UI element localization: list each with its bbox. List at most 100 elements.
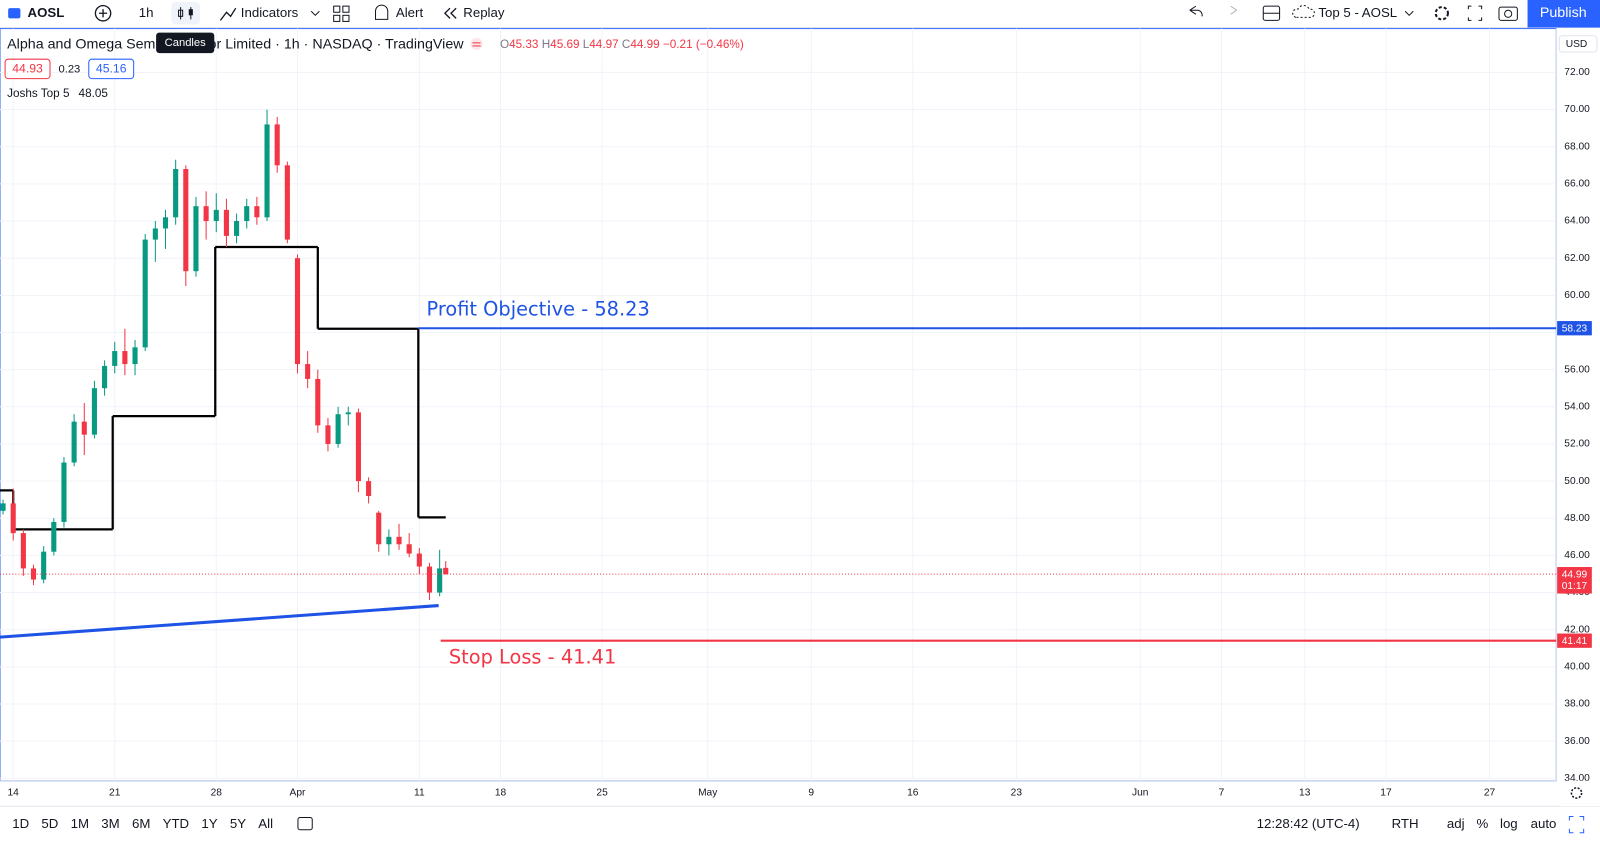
candle-body <box>203 206 209 222</box>
ohlc-value: 44.99 <box>630 38 659 51</box>
snapshot-icon <box>1504 9 1513 18</box>
session[interactable]: RTH <box>1392 816 1419 831</box>
compare-button[interactable] <box>94 4 112 22</box>
candle-body <box>142 239 148 348</box>
y-tick-label: 38.00 <box>1564 699 1590 710</box>
ohlc-value: 45.33 <box>509 38 538 51</box>
y-tick-label: 40.00 <box>1564 662 1590 673</box>
bid-box[interactable] <box>4 58 51 80</box>
level-label: Stop Loss - 41.41 <box>449 646 616 669</box>
last-price-label: 44.99 <box>1562 569 1588 580</box>
auto-scale-button[interactable] <box>1568 815 1585 834</box>
candle-body <box>315 378 321 426</box>
alert-button[interactable]: Alert <box>396 5 424 20</box>
goto-date-button[interactable] <box>297 816 313 831</box>
price-change: −0.21 (−0.46%) <box>663 38 744 51</box>
candle-body <box>443 567 449 575</box>
y-tick-label: 70.00 <box>1564 104 1590 115</box>
x-tick-label: 21 <box>109 788 121 799</box>
candle-body <box>284 165 290 240</box>
bid-price: 44.93 <box>12 62 43 76</box>
y-tick-label: 64.00 <box>1564 216 1590 227</box>
candle-body <box>244 206 250 222</box>
indicators-button[interactable]: Indicators <box>241 5 299 20</box>
candle-body <box>345 412 351 415</box>
templates-icon <box>342 5 350 13</box>
scale-option[interactable]: log <box>1500 816 1518 831</box>
y-tick-label: 48.00 <box>1564 513 1590 524</box>
templates-icon[interactable] <box>333 5 341 13</box>
y-tick-label: 50.00 <box>1564 476 1590 487</box>
ohlc-value: 44.97 <box>589 38 618 51</box>
scale-option[interactable]: % <box>1477 816 1489 831</box>
redo-button[interactable] <box>1230 5 1238 15</box>
range-button[interactable]: All <box>258 816 273 831</box>
candle-body <box>386 536 392 545</box>
countdown-label: 01:17 <box>1562 581 1588 592</box>
scale-option[interactable]: adj <box>1447 816 1465 831</box>
ask-box[interactable] <box>88 58 135 80</box>
candle-body <box>305 364 311 379</box>
undo-button[interactable] <box>1189 5 1203 17</box>
dropdown-arrow[interactable] <box>310 10 320 17</box>
range-button[interactable]: 5Y <box>230 816 246 831</box>
x-tick-label: 7 <box>1219 788 1225 799</box>
settings-button[interactable] <box>1434 6 1449 21</box>
candle-body <box>406 544 412 554</box>
range-button[interactable]: 1D <box>12 816 29 831</box>
ask-price: 45.16 <box>96 62 127 76</box>
replay-button[interactable]: Replay <box>463 5 505 20</box>
y-tick-label: 46.00 <box>1564 550 1590 561</box>
legend: Alpha and Omega Semiconductor Limited · … <box>4 32 744 100</box>
dropdown-arrow[interactable] <box>1404 10 1414 17</box>
candle-body <box>335 414 341 444</box>
candles-icon-body <box>178 9 184 17</box>
range-button[interactable]: 6M <box>132 816 150 831</box>
range-button[interactable]: YTD <box>163 816 189 831</box>
y-tick-label: 62.00 <box>1564 253 1590 264</box>
range-button[interactable]: 3M <box>101 816 119 831</box>
candle-body <box>10 503 16 534</box>
axis-settings[interactable] <box>1570 787 1583 799</box>
plot-area <box>0 28 1557 782</box>
y-tick-label: 56.00 <box>1564 364 1590 375</box>
chart-style-button[interactable] <box>171 2 200 25</box>
y-tick-label: 54.00 <box>1564 401 1590 412</box>
x-tick-label: 25 <box>596 788 608 799</box>
y-tick-label: 52.00 <box>1564 439 1590 450</box>
candle-body <box>0 503 6 511</box>
y-tick-label: 60.00 <box>1564 290 1590 301</box>
level-tag <box>1557 633 1592 648</box>
ohlc-label: H <box>542 38 550 51</box>
publish-button[interactable] <box>1527 0 1600 28</box>
currency-button[interactable] <box>1558 35 1598 53</box>
y-tick-label: 34.00 <box>1564 773 1590 784</box>
candle-body <box>234 221 240 236</box>
y-tick-label: 66.00 <box>1564 179 1590 190</box>
layout-name[interactable]: Top 5 - AOSL <box>1318 5 1397 20</box>
candle-body <box>193 206 199 272</box>
candle-body <box>325 425 331 444</box>
spread: 0.23 <box>58 63 80 75</box>
fullscreen-button[interactable] <box>1467 5 1483 21</box>
level-tag-label: 41.41 <box>1562 636 1588 647</box>
templates-icon <box>333 14 341 22</box>
candle-body <box>274 124 280 166</box>
templates-icon <box>342 14 350 22</box>
alert-icon <box>375 4 389 20</box>
x-tick-label: May <box>698 788 718 799</box>
snapshot-button[interactable] <box>1498 6 1518 21</box>
range-button[interactable]: 1Y <box>201 816 217 831</box>
candle-body <box>71 421 77 463</box>
range-button[interactable]: 1M <box>71 816 89 831</box>
publish-label: Publish <box>1540 5 1587 21</box>
candle-body <box>213 209 219 222</box>
range-button[interactable]: 5D <box>41 816 58 831</box>
interval-button[interactable]: 1h <box>139 5 154 20</box>
symbol[interactable]: AOSL <box>28 5 65 20</box>
ohlc-label: O <box>500 38 509 51</box>
indicators-icon <box>219 7 237 21</box>
candle-body <box>355 412 361 482</box>
candle-body <box>102 365 108 389</box>
scale-option[interactable]: auto <box>1531 816 1557 831</box>
